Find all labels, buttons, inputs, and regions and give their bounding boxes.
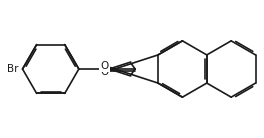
Text: Br: Br — [7, 64, 18, 74]
Text: O: O — [100, 67, 109, 77]
Text: O: O — [100, 61, 109, 71]
